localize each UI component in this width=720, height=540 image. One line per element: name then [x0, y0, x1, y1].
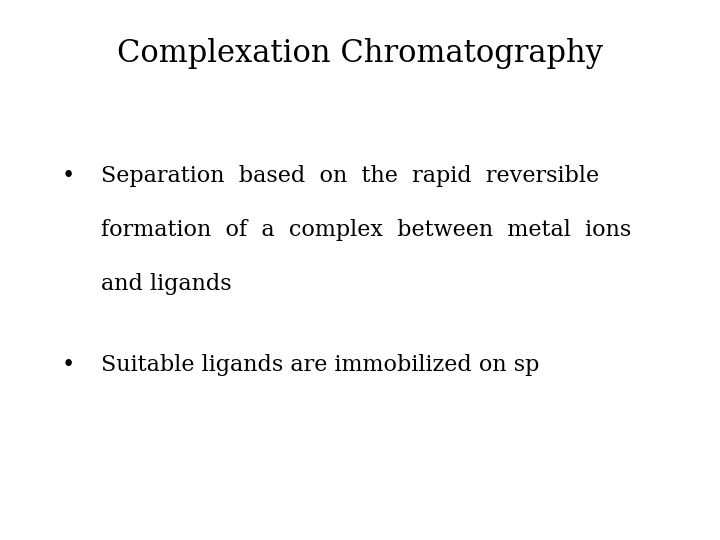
Text: •: •	[61, 165, 74, 187]
Text: Complexation Chromatography: Complexation Chromatography	[117, 38, 603, 69]
Text: formation  of  a  complex  between  metal  ions: formation of a complex between metal ion…	[101, 219, 631, 241]
Text: Separation  based  on  the  rapid  reversible: Separation based on the rapid reversible	[101, 165, 599, 187]
Text: Suitable ligands are immobilized on sp: Suitable ligands are immobilized on sp	[101, 354, 539, 376]
Text: •: •	[61, 354, 74, 376]
Text: and ligands: and ligands	[101, 273, 231, 295]
